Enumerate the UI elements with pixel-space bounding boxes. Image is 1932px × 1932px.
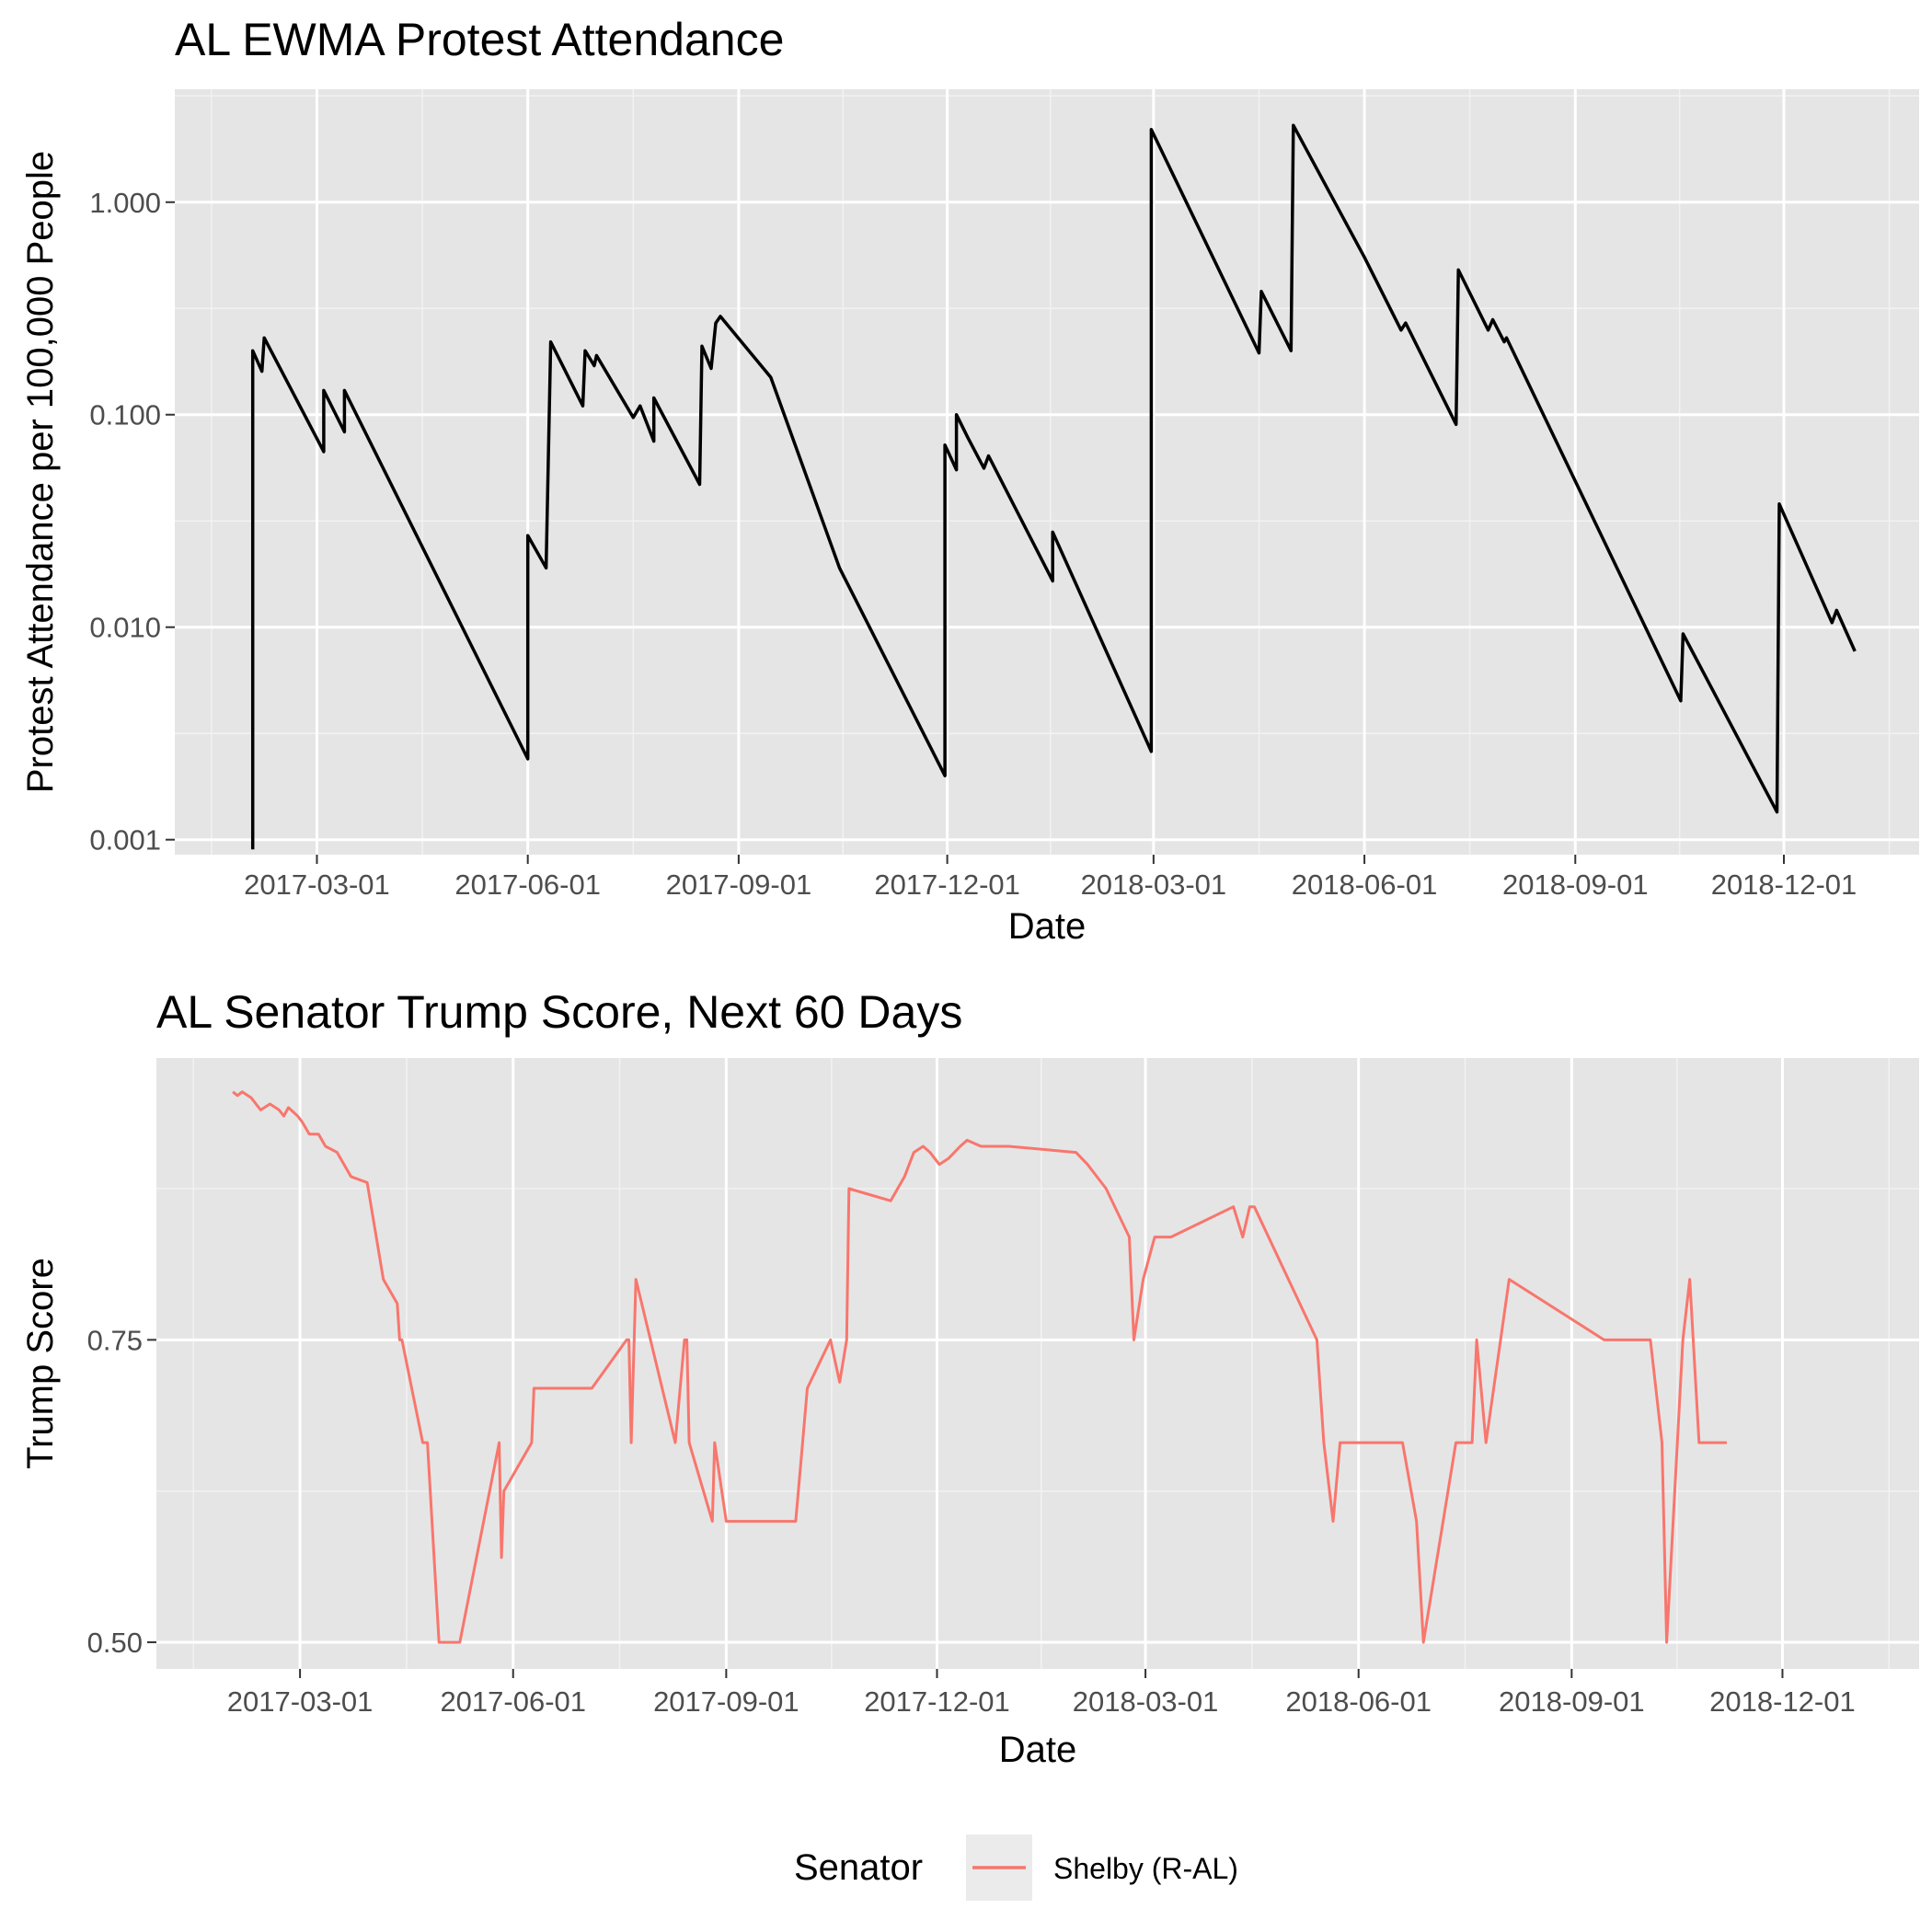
x-tick-label: 2018-03-01 bbox=[1073, 1685, 1219, 1718]
y-axis-title: Trump Score bbox=[20, 1258, 61, 1469]
y-tick-label: 0.010 bbox=[89, 612, 161, 644]
series-layer bbox=[250, 123, 1857, 850]
x-axis-title: Date bbox=[1008, 906, 1087, 947]
x-tick-label: 2018-12-01 bbox=[1709, 1685, 1856, 1718]
series-line bbox=[232, 1090, 1727, 1644]
series-layer bbox=[232, 1090, 1727, 1644]
y-tick-label: 0.001 bbox=[89, 824, 161, 857]
y-axis: 0.001 0.010 0.100 1.000 bbox=[89, 187, 175, 857]
chart-title: AL Senator Trump Score, Next 60 Days bbox=[156, 986, 962, 1038]
x-tick-label: 2018-12-01 bbox=[1711, 868, 1857, 901]
x-tick-label: 2017-03-01 bbox=[244, 868, 390, 901]
x-axis: 2017-03-01 2017-06-01 2017-09-01 2017-12-01… bbox=[227, 1669, 1856, 1718]
y-tick-label: 1.000 bbox=[89, 187, 161, 219]
chart-title: AL EWMA Protest Attendance bbox=[175, 14, 784, 65]
y-axis: 0.50 0.75 bbox=[87, 1324, 156, 1659]
legend-title: Senator bbox=[794, 1847, 923, 1888]
x-tick-label: 2017-09-01 bbox=[653, 1685, 799, 1718]
x-tick-label: 2018-03-01 bbox=[1081, 868, 1227, 901]
plot-panel bbox=[156, 1058, 1919, 1669]
x-tick-label: 2018-06-01 bbox=[1292, 868, 1438, 901]
x-tick-label: 2018-09-01 bbox=[1499, 1685, 1645, 1718]
x-axis-title: Date bbox=[999, 1730, 1077, 1770]
x-tick-label: 2017-06-01 bbox=[454, 868, 601, 901]
x-axis: 2017-03-01 2017-06-01 2017-09-01 2017-12-01… bbox=[244, 855, 1857, 901]
chart-protest-attendance: AL EWMA Protest Attendance 0.001 0.010 0.1… bbox=[20, 14, 1919, 947]
gridlines bbox=[175, 89, 1919, 855]
y-tick-label: 0.50 bbox=[87, 1627, 143, 1659]
chart-trump-score: AL Senator Trump Score, Next 60 Days 0.5… bbox=[20, 986, 1919, 1770]
x-tick-label: 2017-12-01 bbox=[874, 868, 1020, 901]
y-tick-label: 0.100 bbox=[89, 399, 161, 431]
legend-label: Shelby (R-AL) bbox=[1053, 1852, 1238, 1885]
y-axis-title: Protest Attendance per 100,000 People bbox=[20, 151, 61, 793]
x-tick-label: 2017-03-01 bbox=[227, 1685, 374, 1718]
legend: Senator Shelby (R-AL) bbox=[794, 1834, 1238, 1901]
y-tick-label: 0.75 bbox=[87, 1324, 143, 1356]
x-tick-label: 2017-09-01 bbox=[666, 868, 812, 901]
series-line bbox=[250, 123, 1857, 850]
x-tick-label: 2018-06-01 bbox=[1285, 1685, 1432, 1718]
x-tick-label: 2018-09-01 bbox=[1502, 868, 1649, 901]
x-tick-label: 2017-06-01 bbox=[440, 1685, 586, 1718]
x-tick-label: 2017-12-01 bbox=[864, 1685, 1010, 1718]
plot-panel bbox=[175, 89, 1919, 855]
